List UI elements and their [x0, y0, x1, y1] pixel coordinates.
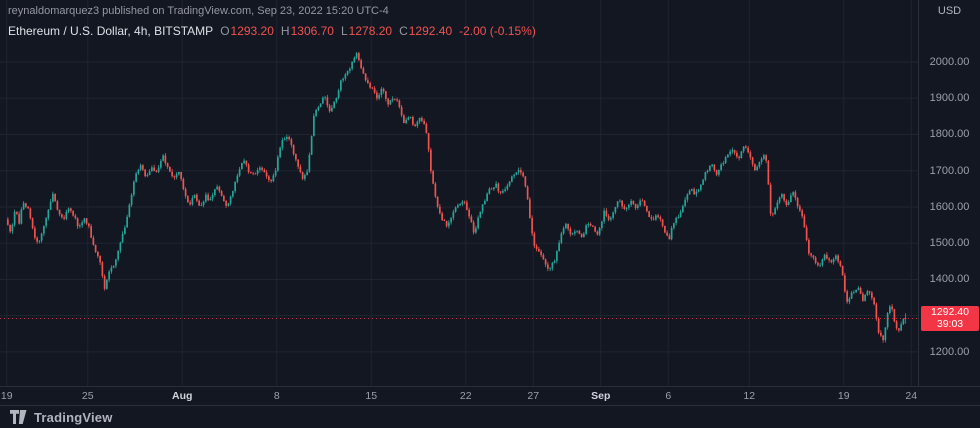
time-tick-label: 15	[365, 390, 378, 402]
candlestick-chart	[0, 0, 918, 386]
last-price-value: 1292.40	[931, 306, 969, 319]
time-axis[interactable]: 19 25 Aug 8 15 22 27 Sep 6 12 19 24	[0, 386, 980, 405]
time-tick-label: 8	[273, 390, 280, 402]
time-tick-label: 24	[905, 390, 918, 402]
price-axis[interactable]: USD 2000.00 1900.00 1800.00 1700.00 1600.00 1…	[918, 0, 980, 386]
symbol-title[interactable]: Ethereum / U.S. Dollar, 4h, BITSTAMP	[8, 24, 214, 38]
price-tick-label: 1400.00	[929, 273, 970, 286]
last-price-label: 1292.40 39:03	[921, 306, 979, 332]
time-tick-label: 12	[743, 390, 756, 402]
time-tick-label: 27	[527, 390, 540, 402]
price-tick-label: 1200.00	[929, 345, 970, 358]
time-tick-label: 19	[837, 390, 850, 402]
candle-countdown: 39:03	[936, 317, 964, 330]
price-tick-label: 1600.00	[929, 200, 970, 213]
price-tick-label: 1900.00	[929, 92, 970, 105]
currency-label: USD	[937, 5, 962, 17]
time-tick-label: 6	[665, 390, 672, 402]
price-tick-label: 2000.00	[929, 55, 970, 68]
time-tick-label: 19	[0, 390, 13, 402]
price-tick-label: 1500.00	[929, 237, 970, 250]
footer-bar: TradingView	[0, 405, 980, 428]
time-tick-label: 25	[81, 390, 94, 402]
tradingview-logo-icon[interactable]	[10, 410, 27, 424]
tradingview-wordmark[interactable]: TradingView	[34, 409, 113, 425]
price-tick-label: 1800.00	[929, 128, 970, 141]
chart-plot-area[interactable]	[0, 0, 918, 386]
time-tick-label: Sep	[591, 390, 611, 402]
price-tick-label: 1700.00	[929, 164, 970, 177]
time-tick-label: 22	[459, 390, 472, 402]
time-tick-label: Aug	[172, 390, 193, 402]
